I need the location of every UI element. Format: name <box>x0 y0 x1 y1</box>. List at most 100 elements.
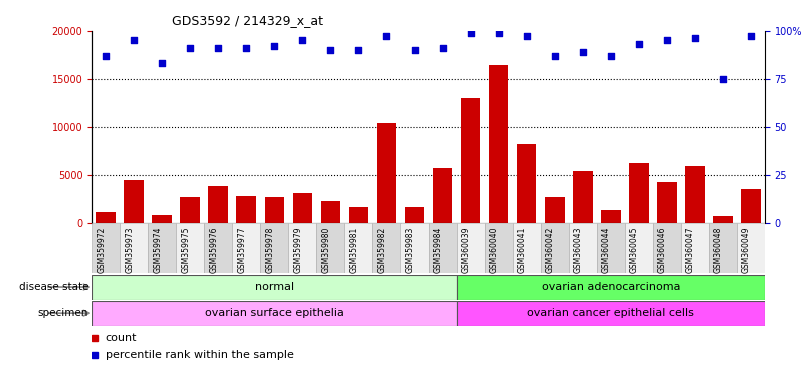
Bar <box>737 223 765 273</box>
Text: GSM359974: GSM359974 <box>153 227 162 273</box>
Bar <box>264 197 284 223</box>
Bar <box>625 223 653 273</box>
Bar <box>232 223 260 273</box>
Point <box>576 49 589 55</box>
Text: GSM360044: GSM360044 <box>602 227 610 273</box>
Bar <box>96 212 116 223</box>
Text: GSM359973: GSM359973 <box>125 227 135 273</box>
Point <box>688 35 702 41</box>
Point <box>745 33 758 40</box>
Point <box>240 45 253 51</box>
Bar <box>348 207 368 223</box>
Text: percentile rank within the sample: percentile rank within the sample <box>106 350 293 361</box>
Point <box>268 43 280 49</box>
Point <box>464 30 477 36</box>
Bar <box>681 223 709 273</box>
Text: GSM359975: GSM359975 <box>181 227 191 273</box>
Bar <box>433 168 453 223</box>
Text: GSM359976: GSM359976 <box>209 227 218 273</box>
Text: disease state: disease state <box>18 282 88 292</box>
Bar <box>208 186 228 223</box>
Bar <box>485 223 513 273</box>
Text: GSM360041: GSM360041 <box>517 227 527 273</box>
Bar <box>545 197 565 223</box>
Text: GSM359984: GSM359984 <box>433 227 442 273</box>
Point <box>99 53 112 59</box>
Point <box>380 33 392 40</box>
Text: GSM359983: GSM359983 <box>405 227 415 273</box>
Bar <box>573 171 593 223</box>
Point <box>717 76 730 82</box>
Point <box>660 37 673 43</box>
Bar <box>685 166 705 223</box>
Point <box>604 53 617 59</box>
Text: specimen: specimen <box>38 308 88 318</box>
Bar <box>176 223 204 273</box>
Point <box>521 33 533 40</box>
Text: ovarian adenocarcinoma: ovarian adenocarcinoma <box>541 282 680 292</box>
Text: count: count <box>106 333 137 343</box>
Text: normal: normal <box>255 282 294 292</box>
Text: GSM359972: GSM359972 <box>97 227 106 273</box>
Bar <box>709 223 737 273</box>
Bar <box>344 223 372 273</box>
Text: GSM360043: GSM360043 <box>574 227 582 273</box>
Text: GSM359981: GSM359981 <box>349 227 359 273</box>
Point <box>324 47 336 53</box>
Point <box>184 45 197 51</box>
Bar <box>204 223 232 273</box>
Bar <box>92 275 457 300</box>
Bar <box>657 182 677 223</box>
Bar <box>376 123 396 223</box>
Point <box>211 45 224 51</box>
Bar <box>288 223 316 273</box>
Bar <box>541 223 569 273</box>
Text: GSM360047: GSM360047 <box>686 227 694 273</box>
Bar <box>92 301 457 326</box>
Text: GDS3592 / 214329_x_at: GDS3592 / 214329_x_at <box>172 14 324 27</box>
Bar <box>461 98 481 223</box>
Bar <box>513 223 541 273</box>
Text: GSM360042: GSM360042 <box>545 227 554 273</box>
Text: GSM360046: GSM360046 <box>658 227 666 273</box>
Bar <box>713 216 733 223</box>
Bar <box>92 223 120 273</box>
Bar <box>236 196 256 223</box>
Bar <box>653 223 681 273</box>
Text: ovarian cancer epithelial cells: ovarian cancer epithelial cells <box>527 308 694 318</box>
Bar <box>152 215 172 223</box>
Text: GSM359980: GSM359980 <box>321 227 330 273</box>
Point <box>436 45 449 51</box>
Bar <box>320 200 340 223</box>
Bar <box>260 223 288 273</box>
Bar <box>120 223 148 273</box>
Bar <box>400 223 429 273</box>
Point <box>548 53 561 59</box>
Bar <box>292 193 312 223</box>
Point <box>408 47 421 53</box>
Point <box>492 30 505 36</box>
Text: GSM360045: GSM360045 <box>630 227 639 273</box>
Text: GSM359979: GSM359979 <box>293 227 303 273</box>
Bar <box>457 275 765 300</box>
Bar <box>489 65 509 223</box>
Point <box>296 37 309 43</box>
Bar <box>148 223 176 273</box>
Bar <box>124 180 144 223</box>
Text: GSM360048: GSM360048 <box>714 227 723 273</box>
Bar <box>429 223 457 273</box>
Point <box>352 47 365 53</box>
Bar <box>405 207 425 223</box>
Bar <box>741 189 761 223</box>
Point <box>633 41 646 47</box>
Bar <box>316 223 344 273</box>
Bar <box>601 210 621 223</box>
Text: GSM360049: GSM360049 <box>742 227 751 273</box>
Text: GSM360039: GSM360039 <box>461 227 470 273</box>
Text: GSM359977: GSM359977 <box>237 227 247 273</box>
Text: GSM360040: GSM360040 <box>489 227 498 273</box>
Point <box>155 60 168 66</box>
Point <box>128 37 141 43</box>
Bar <box>569 223 597 273</box>
Bar <box>457 223 485 273</box>
